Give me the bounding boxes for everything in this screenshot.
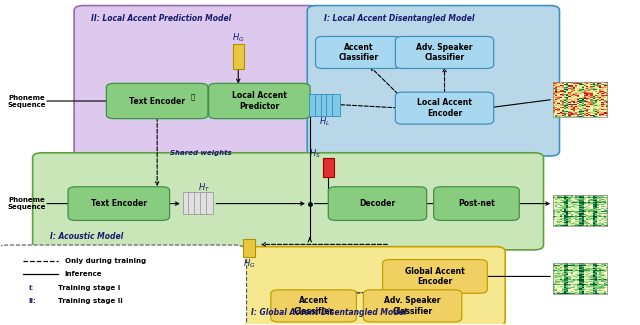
Text: Adv. Speaker
Classifier: Adv. Speaker Classifier (385, 296, 441, 316)
FancyBboxPatch shape (234, 247, 505, 325)
Text: Local Accent
Predictor: Local Accent Predictor (232, 91, 287, 111)
FancyBboxPatch shape (106, 84, 208, 119)
FancyBboxPatch shape (271, 290, 356, 322)
Text: Phoneme
Sequence: Phoneme Sequence (7, 197, 45, 210)
FancyBboxPatch shape (315, 94, 323, 116)
FancyBboxPatch shape (316, 36, 401, 69)
Text: Text Encoder: Text Encoder (129, 97, 185, 106)
Text: Shared weights: Shared weights (170, 150, 232, 156)
FancyBboxPatch shape (383, 260, 487, 293)
Text: I:: I: (28, 285, 33, 291)
Text: Only during training: Only during training (65, 257, 146, 264)
FancyBboxPatch shape (307, 6, 559, 156)
Text: Training stage II: Training stage II (58, 298, 123, 304)
Text: Accent
Classifier: Accent Classifier (294, 296, 333, 316)
Text: II: Local Accent Prediction Model: II: Local Accent Prediction Model (92, 14, 232, 23)
Text: Global Accent
Encoder: Global Accent Encoder (405, 267, 465, 286)
FancyBboxPatch shape (243, 239, 255, 257)
Text: I: Global Accent Disentangled Model: I: Global Accent Disentangled Model (251, 308, 406, 317)
Text: II:: II: (28, 298, 36, 304)
FancyBboxPatch shape (396, 92, 493, 124)
Text: Training stage I: Training stage I (58, 285, 120, 291)
Text: Phoneme
Sequence: Phoneme Sequence (7, 95, 45, 108)
Text: $H_T$: $H_T$ (198, 181, 210, 193)
Text: I: Local Accent Disentangled Model: I: Local Accent Disentangled Model (324, 14, 475, 23)
FancyBboxPatch shape (434, 187, 519, 220)
FancyBboxPatch shape (68, 187, 170, 220)
Text: Local Accent
Encoder: Local Accent Encoder (417, 98, 472, 118)
FancyBboxPatch shape (321, 94, 328, 116)
FancyBboxPatch shape (194, 192, 202, 214)
FancyBboxPatch shape (396, 36, 493, 69)
FancyBboxPatch shape (188, 192, 196, 214)
Text: Adv. Speaker
Classifier: Adv. Speaker Classifier (416, 43, 473, 62)
FancyBboxPatch shape (364, 290, 462, 322)
FancyBboxPatch shape (205, 192, 213, 214)
Text: Accent
Classifier: Accent Classifier (339, 43, 378, 62)
FancyBboxPatch shape (328, 187, 427, 220)
FancyBboxPatch shape (0, 245, 246, 325)
FancyBboxPatch shape (182, 192, 190, 214)
FancyBboxPatch shape (326, 94, 334, 116)
Text: $H_S$: $H_S$ (309, 148, 321, 161)
FancyBboxPatch shape (209, 84, 310, 119)
Text: I: Acoustic Model: I: Acoustic Model (50, 232, 123, 241)
FancyBboxPatch shape (232, 45, 244, 69)
FancyBboxPatch shape (33, 153, 543, 250)
FancyBboxPatch shape (74, 6, 320, 156)
Text: $H_G$: $H_G$ (232, 31, 244, 44)
Text: Post-net: Post-net (458, 199, 495, 208)
Text: $H_L$: $H_L$ (319, 116, 331, 128)
FancyBboxPatch shape (323, 158, 334, 177)
Text: Text Encoder: Text Encoder (91, 199, 147, 208)
Text: 🔒: 🔒 (191, 94, 195, 100)
FancyBboxPatch shape (309, 94, 317, 116)
FancyBboxPatch shape (200, 192, 207, 214)
Text: Inference: Inference (65, 271, 102, 277)
Text: $H_G$: $H_G$ (243, 257, 255, 270)
Text: Decoder: Decoder (360, 199, 396, 208)
FancyBboxPatch shape (332, 94, 340, 116)
